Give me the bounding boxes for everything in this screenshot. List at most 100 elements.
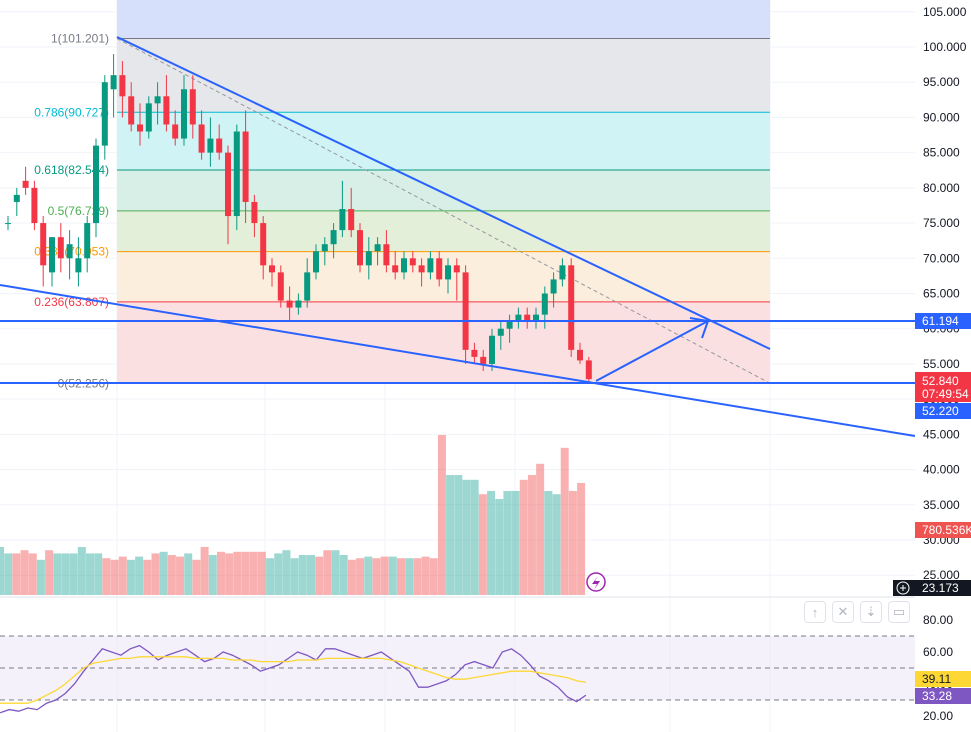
badge-rsi-ma-text: 33.28 [922,689,952,703]
candle-body [374,244,381,252]
candle-body [357,230,363,266]
candle-body [559,265,566,280]
fib-label-0.236: 0.236(63.807) [34,295,109,309]
last-price-text: 52.840 [922,374,959,388]
rsi-pane [0,635,915,714]
candle-body [383,244,390,266]
trendline-upper [116,36,771,350]
volume-bar [176,556,185,595]
badge-volume [915,522,971,538]
close-icon[interactable]: ✕ [832,601,854,623]
rsi-tick-label: 20.00 [923,709,953,723]
volume-bar [413,558,422,595]
candle-body [75,258,82,273]
candle-body [524,314,531,322]
price-tick-label: 35.000 [923,498,960,512]
candle-body [401,258,407,273]
collapse-icon[interactable]: ⇣ [860,601,882,623]
candle-body [497,328,504,336]
candle-body [418,265,425,273]
fib-band-0.5 [117,210,770,252]
volume-ma-text: 23.173 [922,581,959,595]
price-tick-label: 45.000 [923,427,960,441]
candle-body [57,237,64,259]
volume-bar [527,475,536,595]
candle-body [216,138,223,153]
volume-bar [511,491,520,595]
fib-band-1 [117,38,770,113]
candle-body [577,349,583,361]
candle-body [84,223,91,259]
price-tick-label: 40.000 [923,463,960,477]
fib-band-0.618 [117,169,770,211]
candle-body [286,300,293,308]
volume-bar [290,558,299,595]
volume-bars [0,435,586,595]
badge-rsi-text: 39.11 [922,672,951,686]
countdown-text: 07:49:54 [922,387,969,401]
volume-bar [77,547,86,595]
volume-bar [61,553,70,595]
price-axis[interactable]: 105.000 100.000 95.000 90.000 85.000 80.000 75… [915,0,971,732]
volume-bar [20,550,29,595]
maximize-icon[interactable]: ▭ [888,601,910,623]
volume-bar [53,553,62,595]
candle-body [453,265,460,273]
volume-bar [282,550,291,595]
volume-bar [421,556,430,595]
candle-body [295,300,302,308]
badge-rsi [915,671,971,687]
rsi-ma-line [0,656,587,704]
volume-bar [102,558,111,595]
volume-bar [184,553,193,595]
volume-bar [323,550,332,595]
volume-bar [388,556,397,595]
volume-bar [143,559,152,595]
volume-bar [45,550,54,595]
fib-band-0.786 [117,112,770,170]
trendline-lower [0,284,916,437]
candle-body [550,279,557,294]
candle-body [66,244,73,259]
fib-label-0.618: 0.618(82.544) [34,163,109,177]
volume-bar [470,479,479,595]
volume-bar [503,491,512,595]
candlesticks [5,54,592,384]
candle-body [207,138,214,153]
candle-body [128,96,135,125]
candle-body [471,349,478,357]
fib-band-0.236 [117,301,770,384]
badge-rsi-ma [915,688,971,704]
volume-bar [216,551,225,595]
volume-bar [233,551,242,595]
volume-bar [380,556,389,595]
volume-bar [4,553,13,595]
volume-bar [0,547,4,595]
volume-bar [306,555,315,595]
candle-body [304,272,311,301]
volume-bar [28,553,37,595]
candle-body [533,314,539,322]
badge-volume-text: 780.536K [922,523,971,537]
volume-bar [446,475,455,595]
price-tick-label: 100.000 [923,40,967,54]
candle-body [172,124,179,139]
volume-bar [364,556,373,595]
axis-background [915,0,971,732]
lightning-icon-glyph [592,576,600,590]
badge-52 [915,403,971,419]
volume-bar [249,551,258,595]
volume-bar [36,559,45,595]
trendline-drawings[interactable] [0,36,916,592]
candle-body [110,75,117,90]
arrow-up-icon[interactable]: ↑ [804,601,826,623]
candle-body [242,131,249,202]
badge-61 [915,313,971,329]
candle-body [13,194,20,202]
volume-bar [151,553,160,595]
fib-retracement[interactable]: 1(101.201) 0.786(90.727) 0.618(82.544) 0.5(… [34,0,771,390]
candle-body [40,223,47,266]
volume-bar [552,494,561,595]
candle-body [489,335,495,364]
